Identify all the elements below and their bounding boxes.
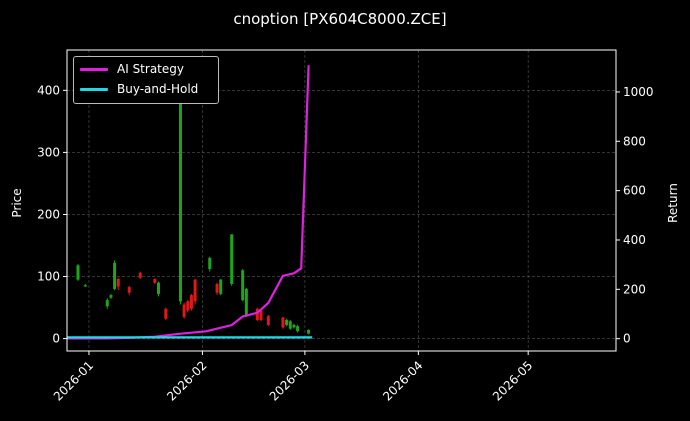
left-axis: 0 100 200 300 400	[37, 83, 67, 346]
y-tick-label-left: 0	[52, 332, 60, 346]
y-axis-label-left: Price	[10, 188, 24, 217]
legend: AI Strategy Buy-and-Hold	[73, 56, 219, 104]
legend-label-ai-strategy: AI Strategy	[117, 62, 184, 76]
y-axis-label-right: Return	[666, 183, 680, 223]
candle-body	[138, 272, 142, 278]
candle-body	[157, 282, 160, 294]
candle-body	[255, 308, 259, 320]
candle-body	[113, 262, 117, 289]
candlesticks	[76, 65, 311, 335]
y-tick-label-right: 800	[623, 134, 646, 148]
candle-body	[259, 310, 263, 320]
legend-swatch-ai-strategy	[80, 68, 108, 71]
candle-body	[244, 288, 248, 316]
y-tick-label-right: 1000	[623, 85, 654, 99]
candle-body	[182, 304, 186, 317]
x-tick-label: 2026-04	[380, 358, 425, 403]
y-tick-label-right: 200	[623, 282, 646, 296]
candle-body	[76, 265, 80, 280]
candle-body	[296, 326, 300, 332]
y-tick-label-left: 200	[37, 207, 60, 221]
y-tick-label-left: 100	[37, 270, 60, 284]
candle-body	[219, 279, 223, 294]
legend-item-ai-strategy: AI Strategy	[74, 60, 218, 80]
x-tick-label: 2026-05	[490, 358, 535, 403]
y-tick-label-left: 300	[37, 145, 60, 159]
legend-swatch-buy-and-hold	[80, 88, 108, 91]
candle-body	[307, 329, 311, 334]
candle-body	[288, 321, 292, 329]
candle-body	[208, 257, 212, 270]
candle-body	[189, 295, 193, 309]
legend-item-buy-and-hold: Buy-and-Hold	[74, 80, 218, 100]
x-tick-label: 2026-02	[164, 358, 209, 403]
candle-body	[153, 279, 157, 283]
chart-title: cnoption [PX604C8000.ZCE]	[233, 10, 446, 28]
candle-body	[83, 285, 87, 287]
y-tick-label-right: 0	[623, 332, 631, 346]
candle-body	[109, 295, 113, 298]
candle-body	[186, 301, 190, 311]
candle-body	[241, 270, 245, 301]
candle-body	[164, 308, 168, 319]
x-axis: 2026-01 2026-02 2026-03 2026-04 2026-05	[51, 351, 535, 404]
y-tick-label-right: 400	[623, 233, 646, 247]
right-axis: 0 200 400 600 800 1000	[616, 85, 654, 346]
candle-body	[105, 300, 109, 307]
candle-body	[127, 287, 131, 293]
x-tick-label: 2026-03	[267, 358, 312, 403]
y-tick-label-right: 600	[623, 184, 646, 198]
candle-body	[266, 316, 270, 325]
candle-body	[116, 279, 120, 287]
y-tick-label-left: 400	[37, 83, 60, 97]
candle-body	[292, 324, 296, 328]
plot-area-frame	[66, 49, 617, 352]
x-tick-label: 2026-01	[51, 358, 96, 403]
candle-body	[285, 319, 289, 325]
candle-body	[193, 279, 197, 302]
series-line-ai-strategy	[67, 65, 310, 340]
candle-body	[215, 283, 219, 293]
candle-body	[230, 234, 234, 284]
legend-label-buy-and-hold: Buy-and-Hold	[117, 82, 199, 96]
candle-body	[281, 317, 285, 328]
candle-body	[178, 65, 182, 302]
lines	[67, 65, 313, 340]
